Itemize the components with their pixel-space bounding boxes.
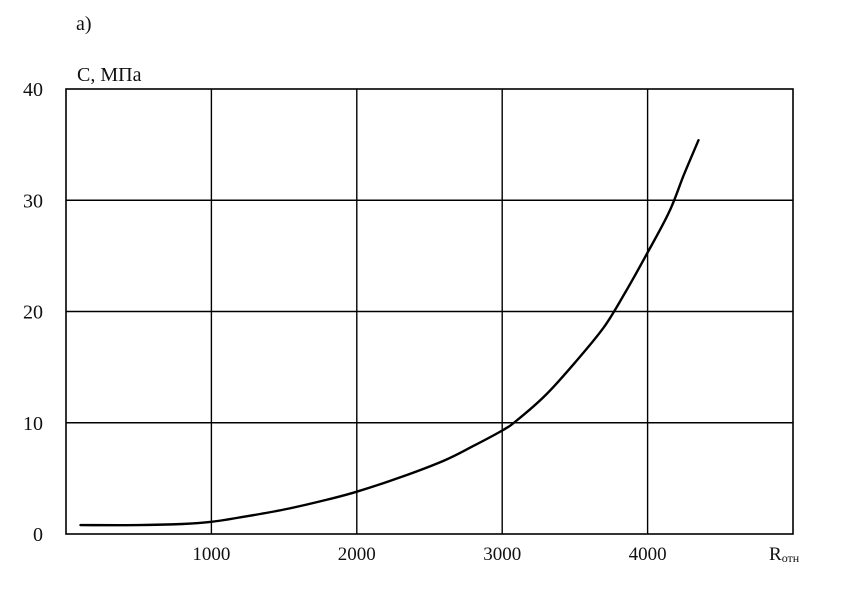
x-tick-label: 4000 <box>629 544 667 565</box>
x-tick-labels: 1000 2000 3000 4000 <box>192 544 666 565</box>
x-tick-label: 2000 <box>338 544 376 565</box>
grid <box>66 89 793 534</box>
y-axis-title: С, МПа <box>77 64 142 86</box>
x-axis-title-main: R <box>769 544 782 565</box>
x-tick-label: 1000 <box>192 544 230 565</box>
x-axis-title: Rотн <box>769 544 800 565</box>
series-layer <box>79 139 700 527</box>
x-tick-label: 3000 <box>483 544 521 565</box>
x-axis-title-subscript: отн <box>782 551 800 565</box>
y-tick-label: 0 <box>33 524 43 546</box>
y-tick-labels: 0 10 20 30 40 <box>23 79 43 546</box>
y-tick-label: 30 <box>23 190 43 212</box>
y-tick-label: 10 <box>23 413 43 435</box>
series-line <box>79 139 700 527</box>
y-tick-label: 40 <box>23 79 43 101</box>
panel-label: а) <box>76 13 92 35</box>
plot-frame <box>65 88 794 535</box>
y-tick-label: 20 <box>23 302 43 324</box>
